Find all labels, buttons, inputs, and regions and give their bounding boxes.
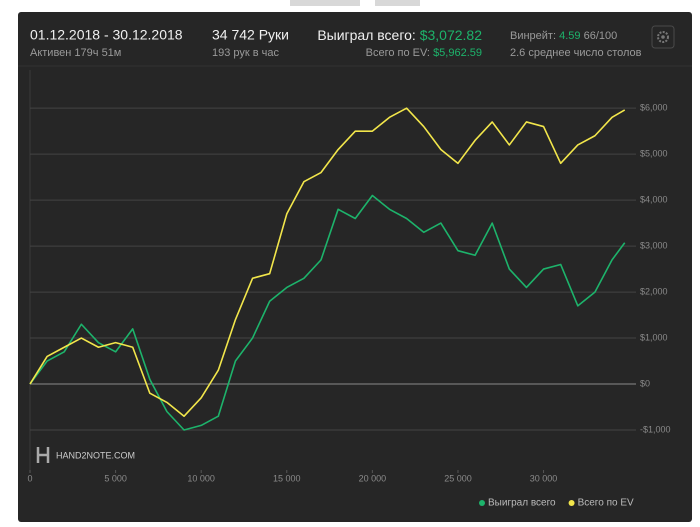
- ev-total: Всего по EV: $5,962.59: [366, 47, 482, 59]
- won-total: Выиграл всего: $3,072.82: [317, 27, 482, 43]
- value: 4.59: [559, 30, 580, 42]
- label: Всего по EV:: [366, 47, 430, 59]
- y-tick-label: -$1,000: [640, 424, 671, 434]
- tab: [375, 0, 420, 6]
- x-tick-label: 0: [27, 473, 32, 483]
- y-tick-label: $5,000: [640, 149, 668, 159]
- legend-swatch: [568, 500, 575, 506]
- tab: [290, 0, 360, 6]
- panel: [18, 12, 692, 522]
- y-tick-label: $2,000: [640, 286, 668, 296]
- label: Выиграл всего:: [317, 27, 416, 43]
- y-tick-label: $1,000: [640, 332, 668, 342]
- y-tick-label: $6,000: [640, 103, 668, 113]
- value: $5,962.59: [433, 47, 482, 59]
- x-tick-label: 30 000: [530, 473, 558, 483]
- hands: 34 742 Руки: [212, 27, 289, 43]
- legend-label: Всего по EV: [578, 498, 634, 509]
- value: $3,072.82: [420, 27, 482, 43]
- logo: HAND2NOTE.COM: [36, 447, 135, 463]
- tables: 2.6 среднее число столов: [510, 47, 642, 59]
- x-tick-label: 15 000: [273, 473, 301, 483]
- x-tick-label: 25 000: [444, 473, 472, 483]
- x-tick-label: 10 000: [187, 473, 215, 483]
- active-time: Активен 179ч 51м: [30, 47, 121, 59]
- label: Винрейт:: [510, 30, 556, 42]
- hands-per-hour: 193 рук в час: [212, 47, 280, 59]
- x-tick-label: 20 000: [359, 473, 387, 483]
- settings-button[interactable]: [651, 25, 675, 49]
- legend-swatch: [479, 500, 485, 506]
- legend-label: Выиграл всего: [488, 498, 556, 509]
- x-tick-label: 5 000: [104, 473, 127, 483]
- series-line: [29, 107, 626, 418]
- series-line: [29, 194, 626, 431]
- winrate: Винрейт: 4.59 66/100: [510, 30, 617, 42]
- y-tick-label: $4,000: [640, 194, 668, 204]
- period: 01.12.2018 - 30.12.2018: [30, 27, 183, 43]
- y-tick-label: $3,000: [640, 240, 668, 250]
- logo-text: HAND2NOTE.COM: [56, 450, 135, 460]
- y-tick-label: $0: [640, 378, 650, 388]
- unit: 66/100: [584, 30, 618, 42]
